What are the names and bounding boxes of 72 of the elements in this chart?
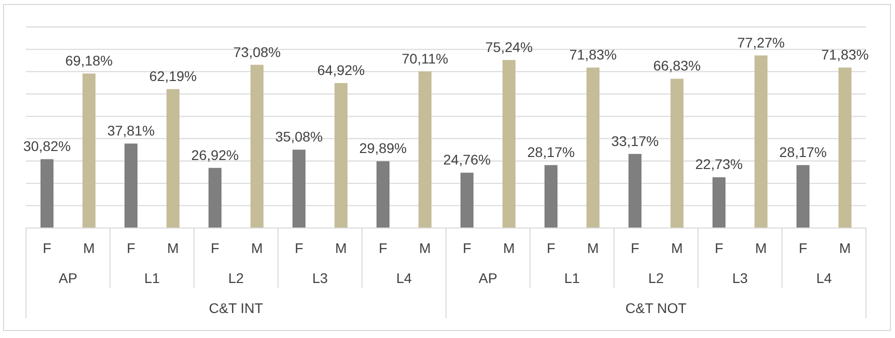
bar [250, 64, 264, 228]
x-tick-label: M [839, 240, 851, 256]
data-label: 71,83% [569, 46, 617, 63]
bar [754, 55, 768, 228]
text: L2 [648, 270, 664, 286]
text: L4 [396, 270, 412, 286]
bar [334, 83, 348, 228]
bar [670, 78, 684, 228]
text: L4 [816, 270, 832, 286]
text: C&T NOT [625, 300, 688, 316]
data-label: 37,81% [107, 122, 155, 139]
data-label: 70,11% [402, 50, 448, 66]
data-label: 69,18% [65, 52, 113, 68]
text: AP [58, 270, 78, 286]
x-tick-label: F [462, 240, 472, 256]
x-tick-label: M [587, 240, 599, 256]
bar [418, 71, 432, 228]
data-label: 28,17% [779, 144, 827, 160]
bar [586, 68, 600, 228]
data-label: 64,92% [317, 62, 365, 78]
x-tick-label: F [210, 240, 220, 256]
data-label: 73,08% [233, 44, 281, 60]
x-tick-label: F [714, 240, 724, 256]
bar [376, 161, 390, 228]
bar [82, 74, 96, 228]
x-tick-label: M [251, 240, 263, 256]
bar [712, 177, 726, 228]
bar [544, 165, 558, 228]
data-label: 29,89% [359, 140, 407, 156]
bar [124, 144, 138, 228]
x-tick-label: F [378, 240, 388, 256]
x-tick-label: M [503, 240, 515, 256]
text: AP [478, 270, 498, 286]
data-label: 35,08% [275, 128, 323, 145]
data-label: 22,73% [695, 156, 743, 172]
data-label: 66,83% [653, 58, 701, 74]
text: C&T INT [208, 300, 264, 316]
bar [292, 150, 306, 228]
data-label: 75,24% [485, 38, 533, 55]
x-tick-label: M [167, 240, 179, 256]
data-label: 62,19% [149, 68, 197, 84]
bar [796, 165, 810, 228]
data-label: 24,76% [443, 152, 491, 168]
text: L1 [564, 270, 580, 286]
x-tick-label: M [755, 240, 767, 256]
data-label: 26,92% [191, 146, 239, 163]
x-tick-label: M [83, 240, 95, 256]
bar [40, 159, 54, 228]
data-label: 77,27% [737, 34, 785, 50]
data-label: 30,82% [23, 138, 71, 154]
data-label: 71,83% [821, 46, 869, 63]
x-tick-label: F [630, 240, 640, 256]
bar [166, 89, 180, 228]
bar [628, 154, 642, 228]
x-tick-label: M [335, 240, 347, 256]
bar [460, 172, 474, 228]
x-tick-label: F [798, 240, 808, 256]
x-tick-label: F [546, 240, 556, 256]
x-tick-label: F [294, 240, 304, 256]
bar [208, 168, 222, 228]
x-tick-label: M [671, 240, 683, 256]
bar [838, 68, 852, 228]
text: L3 [312, 270, 328, 286]
text: L1 [144, 270, 160, 286]
text: L3 [732, 270, 748, 286]
x-tick-label: F [126, 240, 136, 256]
data-label: 28,17% [527, 144, 575, 160]
x-tick-label: M [419, 240, 431, 256]
bar [502, 60, 516, 228]
data-label: 33,17% [611, 132, 659, 149]
x-tick-label: F [42, 240, 52, 256]
text: L2 [228, 270, 244, 286]
